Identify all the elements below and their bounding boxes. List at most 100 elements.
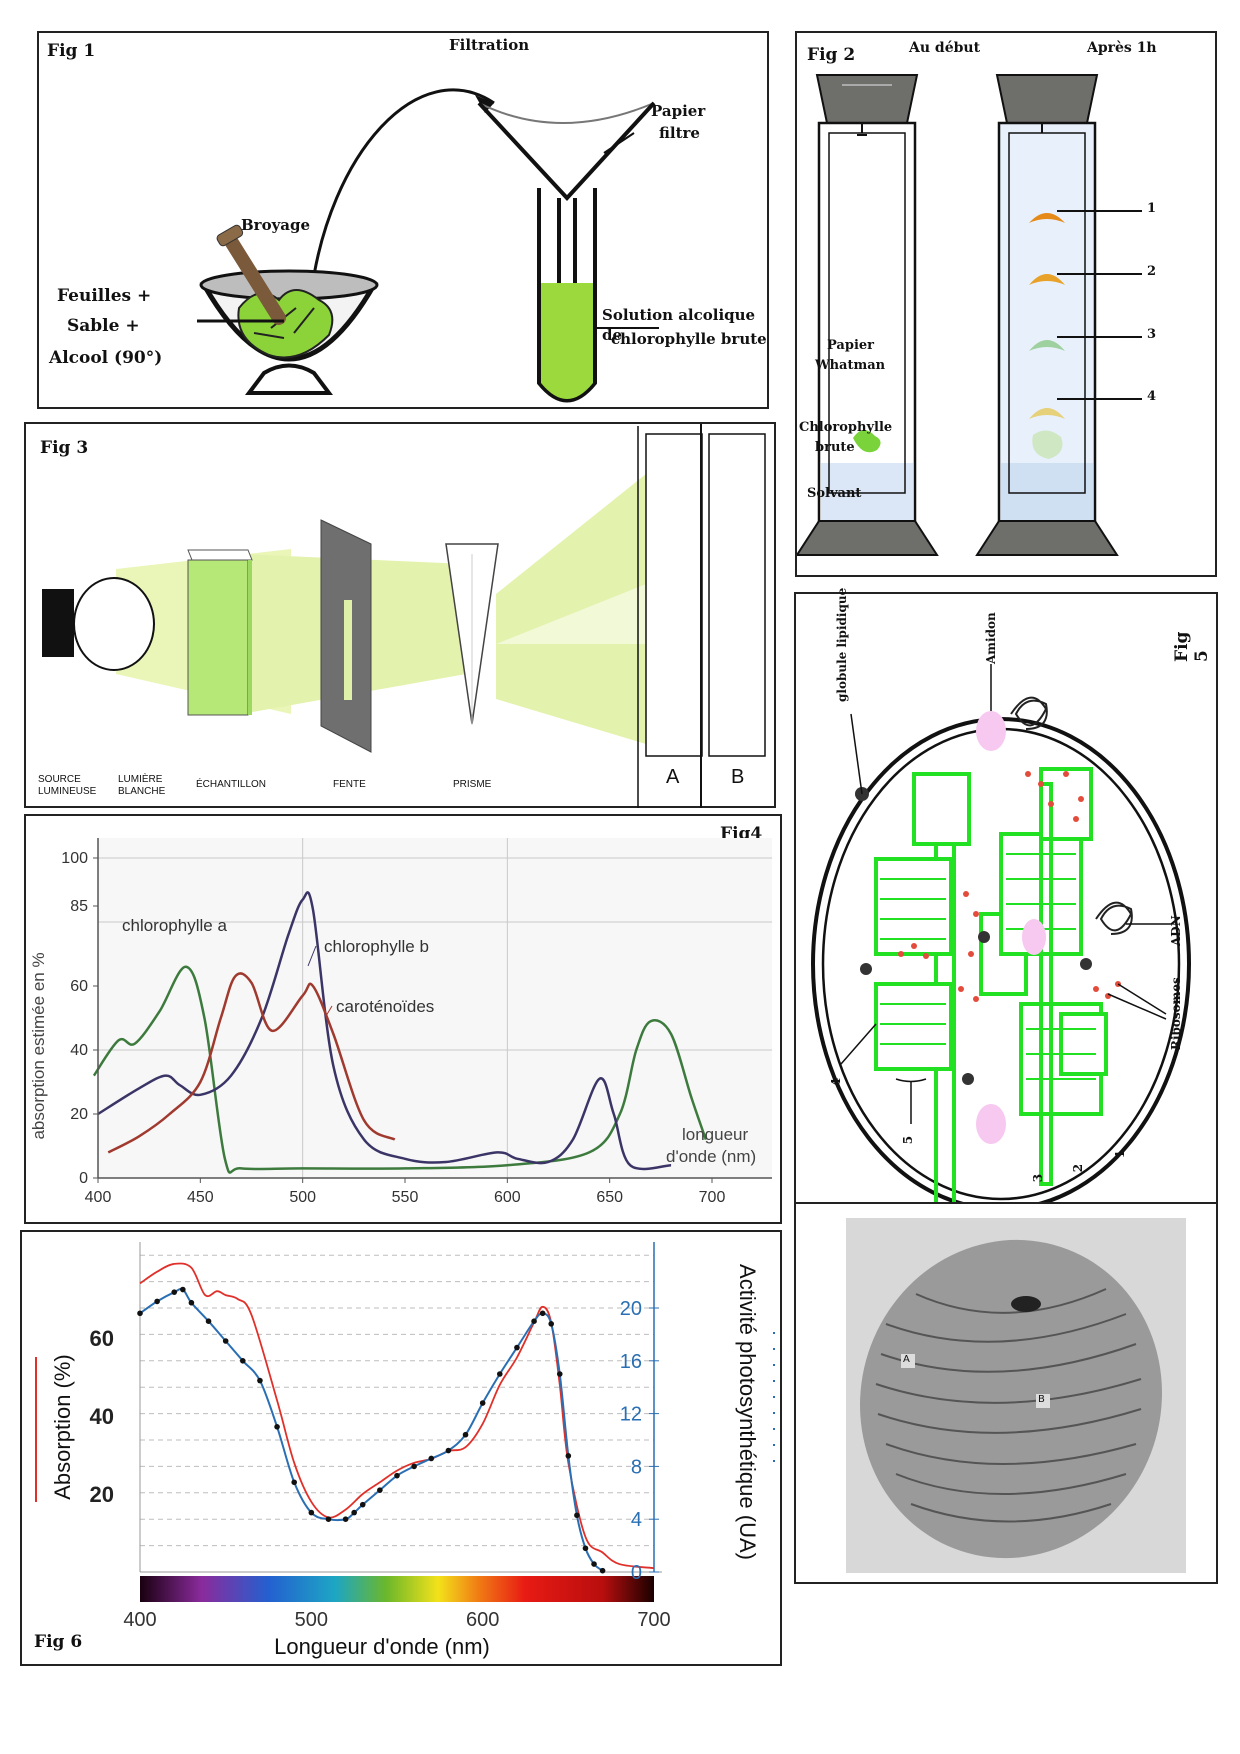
- fig2-chloro-line2: brute: [815, 440, 855, 455]
- fig3-panel: Fig 3 SOURCE LUMINEUSE LUMIÈRE BLANCHE É…: [24, 422, 776, 808]
- fig6-activity-point: [222, 1338, 229, 1344]
- fig6-activity-point: [539, 1310, 546, 1317]
- fig6-activity-point: [342, 1516, 349, 1522]
- fig5-globule-label: globule lipidique: [835, 587, 849, 702]
- fig6-activity-point: [514, 1344, 520, 1351]
- fig6-activity-point: [548, 1321, 554, 1327]
- fig6-ylabel-left: Absorption (%): [50, 1354, 75, 1500]
- fig6-ytick-right: 12: [620, 1404, 642, 1426]
- fig4-series-line-3: [107, 972, 396, 1154]
- fig2-band-1: 1: [1147, 201, 1157, 216]
- fig4-panel: Fig4 400 450 500 550 600 650 700 0 20 40 60 85 100 a…: [24, 814, 782, 1224]
- fig6-xtick-label: 400: [123, 1609, 156, 1631]
- fig3-prisme-label: PRISME: [453, 779, 492, 790]
- fig1-filtre-label: filtre: [659, 124, 700, 142]
- fig4-ytick-label: 20: [70, 1106, 88, 1123]
- fig4-xlabel: longueur d'onde (nm): [666, 1125, 756, 1166]
- fig5-number-5: 5: [901, 1135, 916, 1145]
- fig2-papier-line2: Whatman: [815, 358, 886, 373]
- fig6-ylabel-right: Activité photosynthétique (UA): [735, 1264, 760, 1560]
- fig4-series-line-2: [97, 891, 672, 1171]
- fig6-activity-point: [411, 1463, 417, 1470]
- fig2-panel: Fig 2 Au début Après 1h 1 2 3 4 Papier W…: [795, 31, 1217, 577]
- fig4-series-label-carot: caroténoïdes: [336, 997, 434, 1016]
- fig1-illustration: [197, 88, 659, 403]
- fig1-mix-line2: Sable +: [67, 316, 140, 336]
- fig4-xtick-label: 650: [596, 1189, 623, 1206]
- fig2-band-3: 3: [1147, 327, 1157, 342]
- fig6-activity-point: [377, 1487, 383, 1493]
- fig6-activity-point: [325, 1516, 332, 1522]
- fig6-tag: Fig 6: [34, 1632, 83, 1652]
- fig3-screen-a-label: A: [666, 766, 680, 788]
- fig3-source-line1: SOURCE: [38, 774, 81, 785]
- fig4-xtick-label: 500: [289, 1189, 316, 1206]
- fig6-activity-point: [582, 1545, 589, 1552]
- fig6-activity-point: [171, 1289, 178, 1295]
- fig3-illustration: [42, 424, 766, 808]
- fig5-chloroplast: [811, 664, 1191, 1204]
- fig6-activity-point: [445, 1447, 452, 1454]
- fig4-ytick-label: 100: [61, 850, 88, 867]
- fig1-tag: Fig 1: [47, 41, 96, 61]
- fig6-activity-point: [574, 1512, 580, 1519]
- fig5-panel: Fig 5: [794, 588, 1218, 1204]
- fig6-activity-point: [308, 1509, 315, 1516]
- fig5-amidon-label: Amidon: [984, 612, 998, 664]
- fig1-solution-line2: chlorophylle brute: [611, 330, 767, 348]
- fig1-filtration-label: Filtration: [449, 36, 530, 54]
- fig6-xtick-label: 600: [466, 1609, 499, 1631]
- fig3-lumiere-line1: LUMIÈRE: [118, 774, 163, 785]
- fig5-adn-label: ADN: [1169, 915, 1183, 946]
- fig6-activity-point: [291, 1479, 298, 1486]
- fig6-xtick-label: 700: [637, 1609, 670, 1631]
- fig6-activity-point: [351, 1509, 357, 1516]
- fig3-fente-label: FENTE: [333, 779, 366, 790]
- fig6-activity-point: [556, 1371, 563, 1377]
- fig6-activity-point: [428, 1455, 435, 1462]
- fig4-ytick-label: 0: [79, 1170, 88, 1187]
- fig2-debut-label: Au début: [909, 40, 981, 56]
- fig6-activity-point: [205, 1318, 212, 1324]
- fig6-xlabel: Longueur d'onde (nm): [274, 1634, 490, 1659]
- fig2-illustration: [797, 74, 1142, 556]
- fig4-ytick-label: 40: [70, 1042, 88, 1059]
- fig6-ytick-left: 60: [90, 1326, 114, 1351]
- fig6-ytick-right: 20: [620, 1298, 642, 1320]
- fig5-number-4: 4: [829, 1077, 844, 1087]
- fig6-activity-point: [479, 1400, 486, 1406]
- fig6-activity-point: [188, 1299, 195, 1306]
- fig6-activity-point: [394, 1472, 400, 1479]
- fig1-papier-label: Papier: [651, 102, 706, 120]
- fig6-ytick-right: 8: [631, 1456, 642, 1478]
- fig6-activity-point: [497, 1371, 503, 1377]
- fig5-micrograph-panel: A B: [794, 1202, 1218, 1584]
- fig6-activity-point: [240, 1358, 246, 1364]
- fig6-activity-line: [139, 1287, 604, 1572]
- fig1-solution-line1: Solution alcolique de: [602, 306, 756, 345]
- fig2-tag: Fig 2: [807, 45, 856, 65]
- fig4-series-line-1: [92, 965, 708, 1174]
- fig5-number-2: 2: [1071, 1163, 1086, 1173]
- fig2-chloro-line1: Chlorophylle: [799, 420, 893, 435]
- fig6-activity-point: [274, 1424, 280, 1430]
- fig2-band-2: 2: [1147, 264, 1157, 279]
- fig1-panel: Fig 1 Filtration Papier filtre Broyage F…: [37, 31, 769, 409]
- fig4-xtick-label: 450: [187, 1189, 214, 1206]
- fig2-band-4: 4: [1147, 389, 1157, 404]
- fig3-tag: Fig 3: [40, 438, 89, 458]
- fig1-broyage-label: Broyage: [241, 216, 311, 234]
- fig6-activity-point: [257, 1377, 263, 1384]
- fig2-papier-line1: Papier: [827, 338, 874, 353]
- fig4-ytick-label: 60: [70, 978, 88, 995]
- fig6-activity-point: [531, 1318, 537, 1324]
- fig4-xtick-label: 400: [85, 1189, 112, 1206]
- fig6-activity-point: [599, 1567, 606, 1574]
- fig5-micrograph-a: A: [903, 1354, 910, 1365]
- fig5-number-1: 1: [1113, 1149, 1128, 1159]
- fig6-xtick-label: 500: [295, 1609, 328, 1631]
- fig4-xtick-label: 600: [494, 1189, 521, 1206]
- fig5-ribosomes-label: Ribosomes: [1169, 977, 1183, 1050]
- fig6-ytick-left: 40: [90, 1404, 114, 1429]
